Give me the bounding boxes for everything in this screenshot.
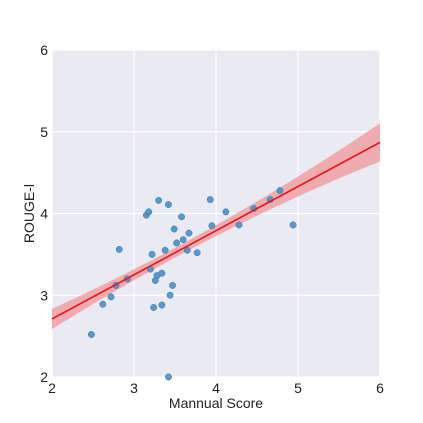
data-point <box>179 236 187 244</box>
x-tick-label: 4 <box>212 380 220 396</box>
data-point <box>208 222 216 230</box>
data-point <box>276 187 284 195</box>
data-point <box>185 229 193 237</box>
data-point <box>148 250 156 258</box>
data-point <box>155 196 163 204</box>
data-point <box>115 246 123 253</box>
data-point <box>169 281 176 289</box>
regression-line <box>51 141 381 320</box>
data-point <box>158 269 166 277</box>
data-point <box>173 239 181 247</box>
confidence-band-layer <box>52 123 380 330</box>
y-tick-label: 5 <box>40 124 48 140</box>
x-tick-label: 2 <box>48 380 56 396</box>
y-tick-labels: 2 3 4 5 6 <box>40 42 48 385</box>
y-tick-label: 3 <box>40 287 48 303</box>
data-point <box>99 300 107 308</box>
x-tick-labels: 2 3 4 5 6 <box>48 380 384 396</box>
grid-lines <box>51 49 381 378</box>
confidence-band <box>52 123 380 330</box>
y-tick-label: 4 <box>40 206 48 222</box>
data-point <box>178 213 186 221</box>
data-point <box>289 221 297 229</box>
data-point <box>164 201 172 208</box>
x-tick-label: 6 <box>376 380 384 396</box>
data-point <box>166 291 174 299</box>
y-tick-label: 2 <box>40 369 48 385</box>
x-tick-label: 3 <box>130 380 138 396</box>
data-point <box>150 304 158 311</box>
data-point <box>161 246 169 254</box>
data-point <box>222 208 230 216</box>
x-axis-label: Mannual Score <box>169 395 263 411</box>
data-point <box>183 246 191 254</box>
regression-line-layer <box>51 141 381 320</box>
data-point <box>235 221 243 229</box>
y-tick-label: 6 <box>40 42 48 58</box>
data-point <box>87 331 95 338</box>
data-point <box>164 373 172 381</box>
data-point <box>107 293 115 301</box>
data-point <box>206 196 214 204</box>
data-point <box>145 208 153 216</box>
data-point <box>158 301 166 309</box>
data-point <box>193 249 201 257</box>
data-point <box>170 225 178 233</box>
data-points <box>87 187 297 381</box>
x-tick-label: 5 <box>294 380 302 396</box>
y-axis-label: ROUGE-l <box>21 184 37 243</box>
